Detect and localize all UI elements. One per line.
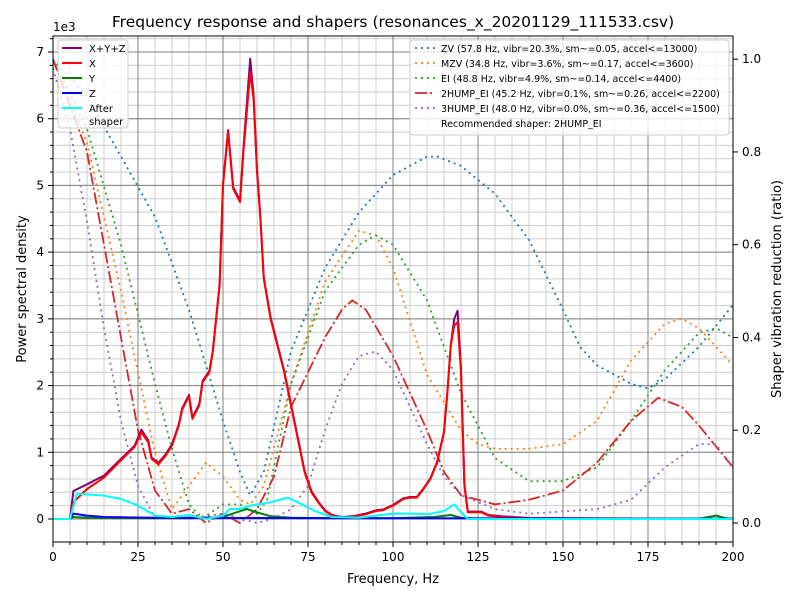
x-tick-label: 125 (467, 550, 490, 564)
x-tick-label: 75 (300, 550, 315, 564)
shaper-legend: ZV (57.8 Hz, vibr=20.3%, sm~=0.05, accel… (409, 39, 730, 136)
shaper-curve (53, 58, 733, 498)
y-tick-label: 3 (36, 312, 44, 326)
y2-tick-label: 0.8 (742, 145, 761, 159)
y-axis-label: Power spectral density (15, 215, 30, 363)
y-tick-label: 7 (36, 45, 44, 59)
y2-tick-label: 1.0 (742, 52, 761, 66)
psd-curve (53, 492, 733, 520)
x-tick-label: 100 (382, 550, 405, 564)
x-tick-label: 175 (637, 550, 660, 564)
legend-label: After (89, 104, 114, 115)
x-tick-label: 0 (49, 550, 57, 564)
legend-label: EI (48.8 Hz, vibr=4.9%, sm~=0.14, accel<… (441, 74, 681, 85)
y-tick-label: 1 (36, 445, 44, 459)
shaper-curve (53, 58, 733, 525)
legend-label: Z (89, 89, 96, 100)
y2-tick-label: 0.6 (742, 238, 761, 252)
legend-label: 2HUMP_EI (45.2 Hz, vibr=0.1%, sm~=0.26, … (441, 89, 720, 100)
legend-label: 3HUMP_EI (48.0 Hz, vibr=0.0%, sm~=0.36, … (441, 104, 720, 115)
legend-label: X (89, 59, 96, 70)
legend-label: shaper (89, 117, 124, 128)
y2-tick-label: 0.0 (742, 516, 761, 530)
shaper-legend-box (409, 39, 730, 136)
x-axis-label: Frequency, Hz (347, 572, 439, 587)
y-tick-label: 4 (36, 245, 44, 259)
shaper-curve (53, 58, 733, 512)
legend-label: Y (88, 74, 96, 85)
shaper-curve (53, 68, 733, 524)
shaper-curve (53, 58, 733, 520)
y-tick-label: 5 (36, 178, 44, 192)
x-tick-label: 150 (552, 550, 575, 564)
psd-legend: X+Y+Z XYZ After shaper (57, 39, 129, 129)
y-tick-label: 2 (36, 379, 44, 393)
series-layer (53, 57, 733, 525)
x-tick-label: 50 (215, 550, 230, 564)
y-tick-label: 6 (36, 112, 44, 126)
y2-tick-label: 0.2 (742, 423, 761, 437)
axes: 0 25 50 75 100 125 150 175 200 0 1 2 3 4 5 6 7 0.0 0.2 0.4 0… (36, 38, 761, 564)
y2-axis-label: Shaper vibration reduction (ratio) (770, 180, 785, 398)
psd-curve (53, 71, 733, 520)
y-offset-label: 1e3 (53, 20, 76, 34)
legend-label: X+Y+Z (89, 44, 126, 55)
x-tick-label: 25 (130, 550, 145, 564)
recommended-shaper-label: Recommended shaper: 2HUMP_EI (441, 119, 602, 130)
x-tick-label: 200 (722, 550, 745, 564)
legend-label: MZV (34.8 Hz, vibr=3.6%, sm~=0.17, accel… (441, 59, 693, 70)
y-tick-label: 0 (36, 512, 44, 526)
chart-title: Frequency response and shapers (resonanc… (112, 13, 674, 32)
legend-label: ZV (57.8 Hz, vibr=20.3%, sm~=0.05, accel… (441, 44, 697, 55)
y2-tick-label: 0.4 (742, 330, 761, 344)
